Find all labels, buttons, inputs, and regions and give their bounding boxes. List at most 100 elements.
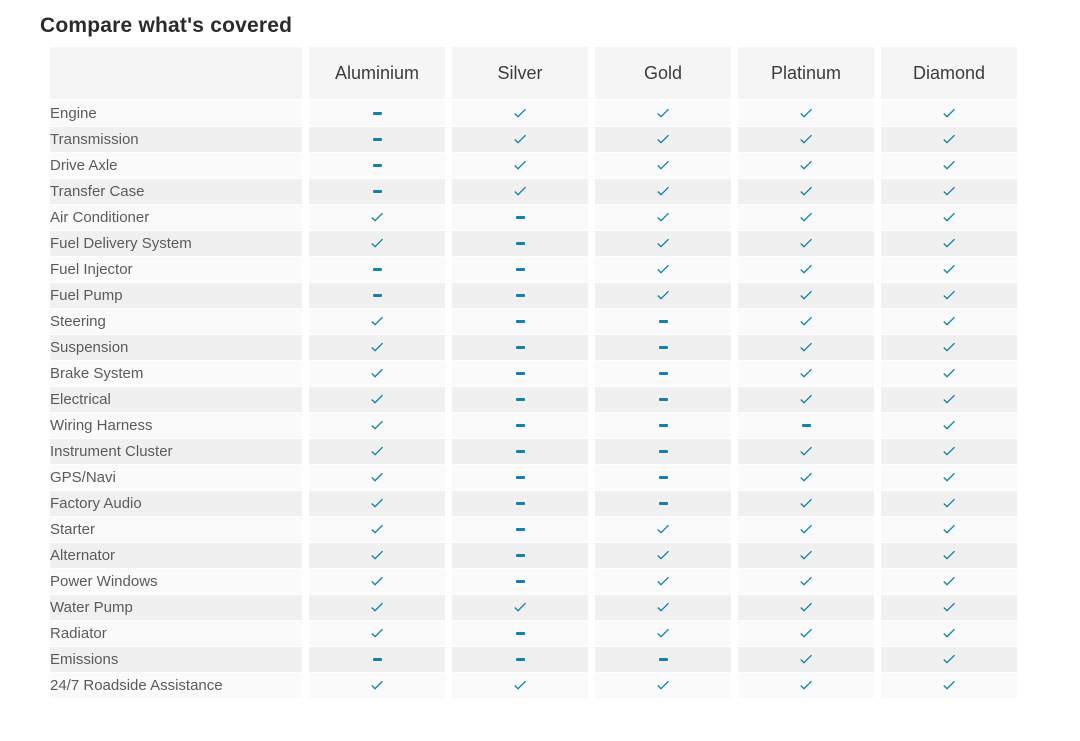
check-icon: [369, 625, 385, 641]
dash-icon: [372, 657, 382, 661]
dash-icon: [658, 449, 668, 453]
coverage-cell: [452, 361, 588, 387]
coverage-cell: [881, 647, 1017, 673]
coverage-cell: [738, 569, 874, 595]
check-icon: [941, 417, 957, 433]
row-label: Wiring Harness: [50, 413, 302, 439]
coverage-cell: [309, 101, 445, 127]
coverage-cell: [309, 517, 445, 543]
coverage-cell: [881, 127, 1017, 153]
row-label: Transfer Case: [50, 179, 302, 205]
coverage-cell: [881, 673, 1017, 699]
check-icon: [512, 105, 528, 121]
row-label: Power Windows: [50, 569, 302, 595]
coverage-cell: [452, 205, 588, 231]
coverage-cell: [309, 673, 445, 699]
check-icon: [941, 287, 957, 303]
check-icon: [798, 443, 814, 459]
coverage-cell: [881, 491, 1017, 517]
table-row: GPS/Navi: [50, 465, 1017, 491]
check-icon: [941, 495, 957, 511]
check-icon: [369, 443, 385, 459]
coverage-cell: [309, 361, 445, 387]
coverage-cell: [452, 621, 588, 647]
check-icon: [369, 599, 385, 615]
check-icon: [798, 469, 814, 485]
coverage-cell: [309, 621, 445, 647]
table-row: Transfer Case: [50, 179, 1017, 205]
table-row: Transmission: [50, 127, 1017, 153]
coverage-cell: [881, 231, 1017, 257]
check-icon: [655, 677, 671, 693]
coverage-cell: [738, 231, 874, 257]
dash-icon: [515, 449, 525, 453]
row-label: Transmission: [50, 127, 302, 153]
coverage-cell: [595, 543, 731, 569]
dash-icon: [515, 657, 525, 661]
dash-icon: [658, 423, 668, 427]
coverage-cell: [452, 543, 588, 569]
coverage-cell: [452, 491, 588, 517]
row-label: Air Conditioner: [50, 205, 302, 231]
coverage-cell: [309, 127, 445, 153]
coverage-cell: [595, 361, 731, 387]
coverage-cell: [738, 205, 874, 231]
row-label: Starter: [50, 517, 302, 543]
dash-icon: [372, 267, 382, 271]
coverage-cell: [881, 569, 1017, 595]
table-row: Electrical: [50, 387, 1017, 413]
dash-icon: [515, 475, 525, 479]
coverage-cell: [309, 465, 445, 491]
check-icon: [798, 287, 814, 303]
coverage-cell: [595, 413, 731, 439]
dash-icon: [658, 501, 668, 505]
coverage-cell: [595, 517, 731, 543]
row-label: 24/7 Roadside Assistance: [50, 673, 302, 699]
dash-icon: [658, 397, 668, 401]
row-label: Fuel Delivery System: [50, 231, 302, 257]
check-icon: [655, 521, 671, 537]
coverage-cell: [595, 491, 731, 517]
coverage-cell: [452, 413, 588, 439]
row-label: Suspension: [50, 335, 302, 361]
dash-icon: [515, 371, 525, 375]
column-header-silver: Silver: [452, 47, 588, 101]
check-icon: [369, 495, 385, 511]
coverage-cell: [595, 465, 731, 491]
coverage-cell: [595, 101, 731, 127]
coverage-cell: [881, 465, 1017, 491]
coverage-cell: [309, 309, 445, 335]
table-row: Emissions: [50, 647, 1017, 673]
coverage-cell: [452, 153, 588, 179]
dash-icon: [372, 137, 382, 141]
dash-icon: [372, 293, 382, 297]
check-icon: [941, 365, 957, 381]
coverage-cell: [309, 257, 445, 283]
coverage-cell: [595, 231, 731, 257]
check-icon: [512, 677, 528, 693]
check-icon: [655, 573, 671, 589]
check-icon: [941, 183, 957, 199]
dash-icon: [515, 501, 525, 505]
check-icon: [512, 183, 528, 199]
check-icon: [798, 209, 814, 225]
coverage-cell: [738, 595, 874, 621]
dash-icon: [372, 111, 382, 115]
empty-header-cell: [50, 47, 302, 101]
check-icon: [369, 339, 385, 355]
dash-icon: [515, 397, 525, 401]
check-icon: [369, 417, 385, 433]
coverage-cell: [452, 673, 588, 699]
coverage-cell: [595, 647, 731, 673]
table-row: Instrument Cluster: [50, 439, 1017, 465]
check-icon: [941, 157, 957, 173]
check-icon: [798, 131, 814, 147]
table-row: Air Conditioner: [50, 205, 1017, 231]
coverage-cell: [738, 335, 874, 361]
table-row: Steering: [50, 309, 1017, 335]
check-icon: [941, 521, 957, 537]
dash-icon: [515, 345, 525, 349]
check-icon: [798, 573, 814, 589]
row-label: Instrument Cluster: [50, 439, 302, 465]
coverage-cell: [595, 309, 731, 335]
